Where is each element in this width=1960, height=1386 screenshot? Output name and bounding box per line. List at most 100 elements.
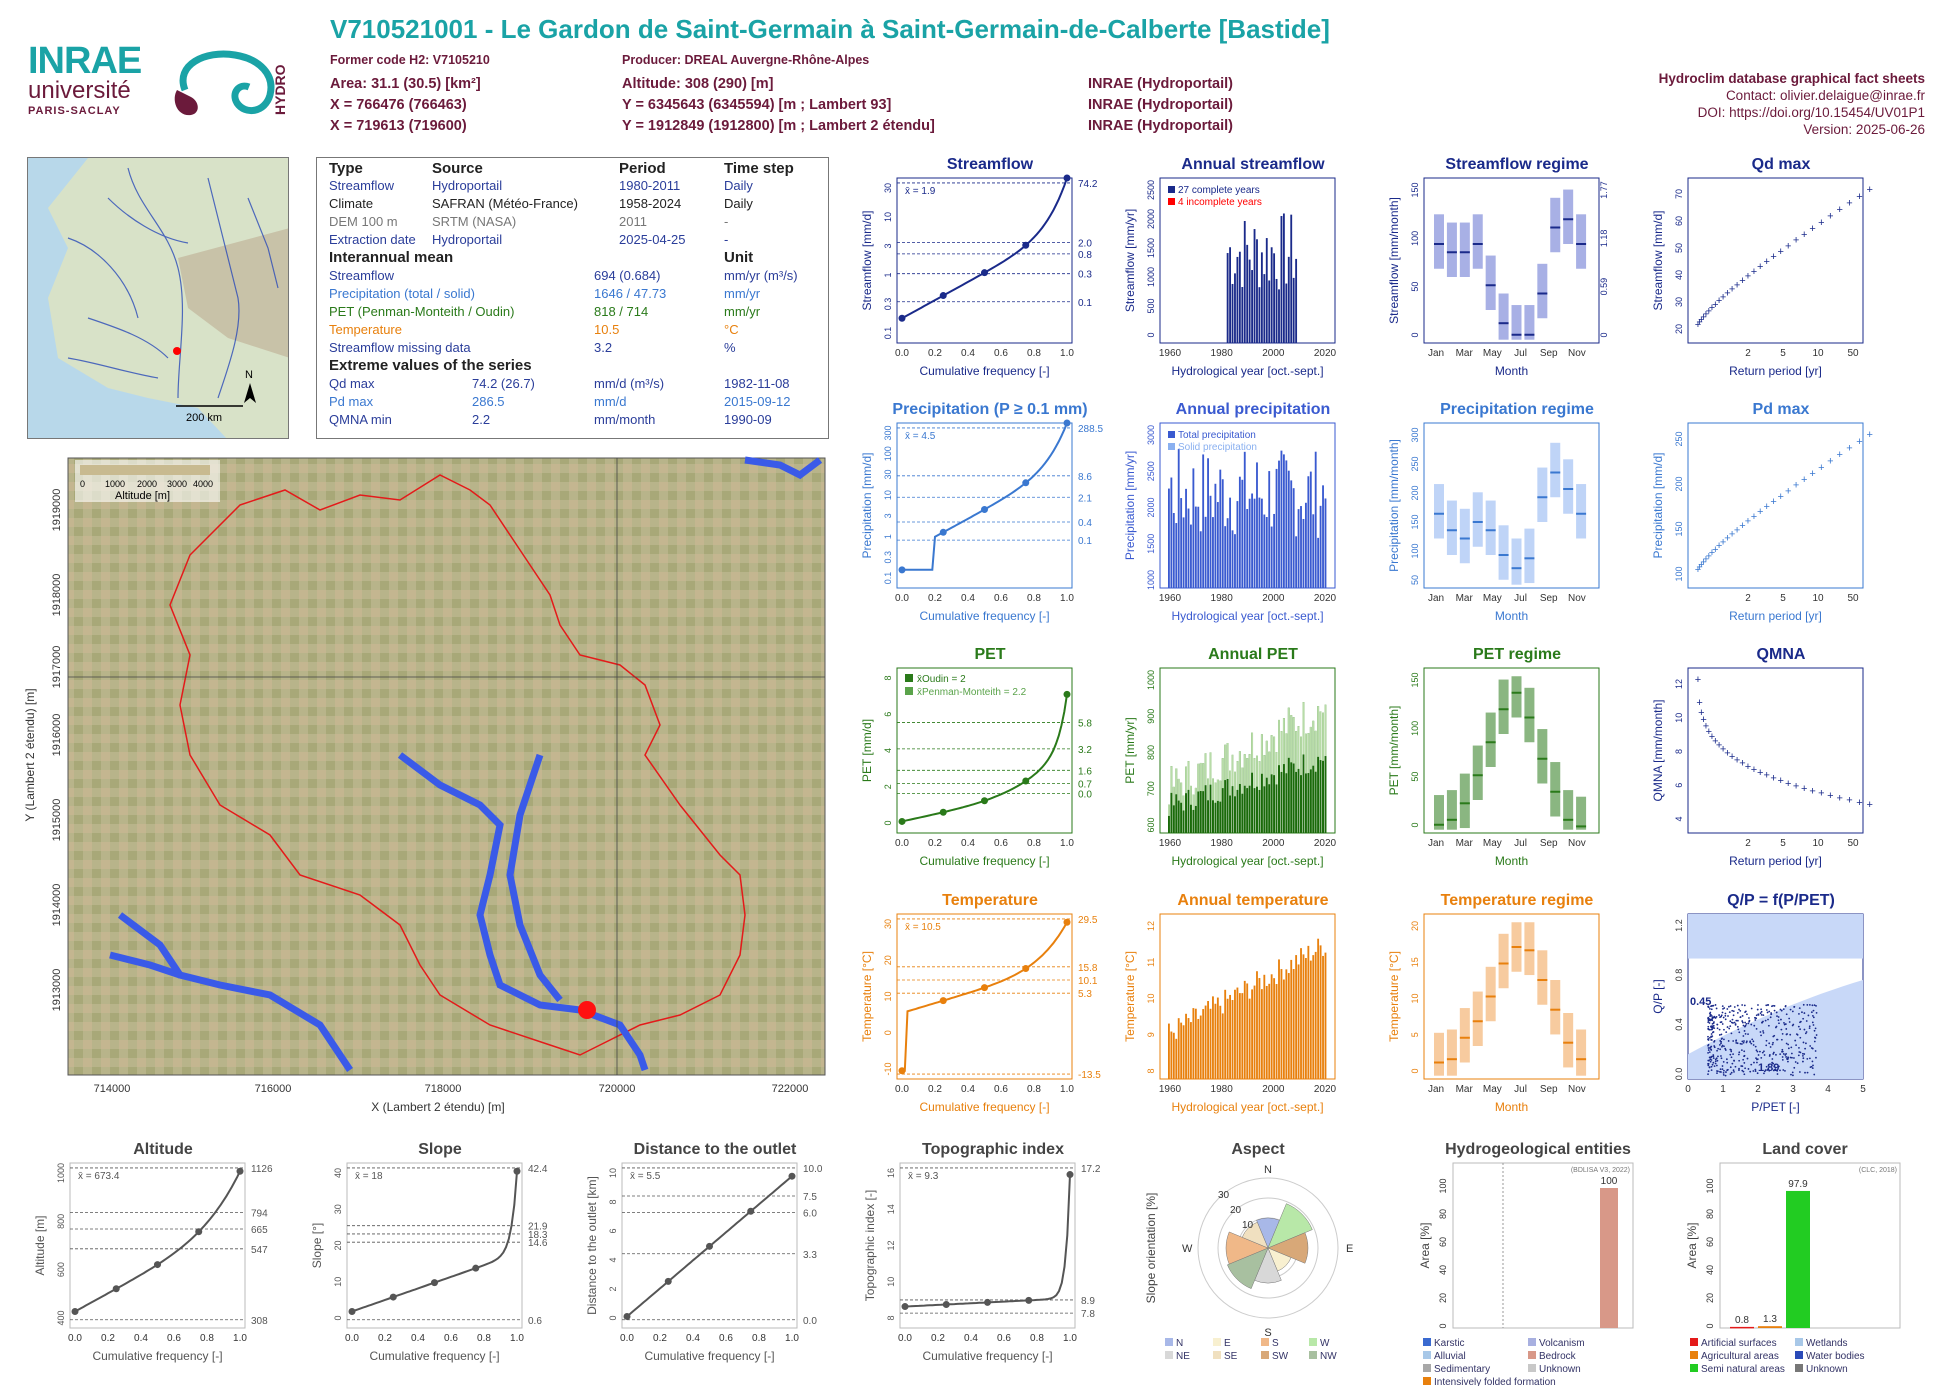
scatter-point bbox=[1711, 1035, 1714, 1038]
y-tick: 30 bbox=[883, 469, 893, 479]
chart-title: Temperature regime bbox=[1441, 892, 1594, 909]
regime-box bbox=[1498, 679, 1509, 734]
y-tick: 10 bbox=[608, 1168, 618, 1178]
annual-bar bbox=[1278, 460, 1280, 588]
y-axis-label: Streamflow [mm/yr] bbox=[1123, 209, 1137, 312]
annual-bar bbox=[1280, 731, 1283, 772]
scatter-point bbox=[1746, 1013, 1748, 1016]
annual-bar bbox=[1226, 779, 1229, 833]
plus-marker: + bbox=[1818, 462, 1824, 474]
x-tick: 50 bbox=[1847, 348, 1859, 359]
y-tick: 6 bbox=[883, 712, 893, 717]
scatter-point bbox=[1713, 1040, 1715, 1043]
scatter-point bbox=[1713, 1016, 1716, 1019]
scatter-point bbox=[1760, 1008, 1763, 1011]
legend-swatch bbox=[1795, 1364, 1803, 1372]
legend-label: Total precipitation bbox=[1178, 430, 1256, 441]
annual-bar bbox=[1170, 477, 1173, 588]
scatter-point bbox=[1802, 1041, 1805, 1044]
annual-bar bbox=[1258, 978, 1261, 1079]
scatter-point bbox=[1750, 1023, 1753, 1026]
y-tick: 30 bbox=[883, 183, 893, 193]
scatter-point bbox=[1765, 1065, 1768, 1068]
plus-marker: + bbox=[1837, 449, 1843, 461]
annual-bar bbox=[1224, 780, 1227, 833]
quantile-point bbox=[984, 1298, 991, 1306]
legend-label: Semi natural areas bbox=[1701, 1364, 1785, 1375]
scatter-point bbox=[1736, 1019, 1739, 1022]
x-tick: 5 bbox=[1780, 593, 1786, 604]
annual-bar bbox=[1287, 757, 1290, 833]
chart-14: Annual temperature 1960 1980 2000 2020 Hydrol… bbox=[1123, 892, 1337, 1114]
legend-swatch bbox=[1261, 1351, 1269, 1359]
scatter-point bbox=[1735, 1019, 1738, 1022]
chart-title: Streamflow regime bbox=[1445, 156, 1588, 173]
annual-bar bbox=[1243, 220, 1246, 343]
annual-bar bbox=[1190, 524, 1192, 588]
scatter-point bbox=[1731, 1018, 1734, 1021]
scatter-point bbox=[1718, 1034, 1721, 1036]
annual-bar bbox=[1197, 506, 1200, 588]
scatter-point bbox=[1759, 1031, 1762, 1033]
scatter-point bbox=[1811, 1014, 1814, 1017]
x-tick: Sep bbox=[1540, 1084, 1558, 1095]
mean-label: x̄ = 9.3 bbox=[908, 1171, 939, 1182]
svg-text:1000: 1000 bbox=[105, 479, 125, 489]
annual-bar bbox=[1251, 493, 1254, 588]
x-tick: 0.4 bbox=[961, 838, 975, 849]
regime-box bbox=[1537, 729, 1548, 784]
page-title: V710521001 - Le Gardon de Saint-Germain … bbox=[330, 14, 1330, 44]
annual-bar bbox=[1185, 766, 1187, 794]
x-tick: 4 bbox=[1825, 1084, 1831, 1095]
plus-marker: + bbox=[1720, 537, 1726, 549]
annual-bar bbox=[1248, 785, 1251, 833]
frequency-curve bbox=[901, 177, 1068, 320]
scatter-point bbox=[1743, 1054, 1746, 1057]
y-tick: 4 bbox=[608, 1257, 618, 1262]
scatter-point bbox=[1710, 1038, 1712, 1041]
scatter-point bbox=[1769, 1046, 1772, 1048]
scatter-point bbox=[1751, 1038, 1754, 1041]
x-tick: 5 bbox=[1780, 348, 1786, 359]
x-tick: Jul bbox=[1514, 838, 1527, 849]
plus-marker: + bbox=[1751, 511, 1757, 523]
scatter-point bbox=[1719, 1021, 1722, 1024]
annual-bar bbox=[1194, 1008, 1197, 1079]
plus-marker: + bbox=[1856, 797, 1862, 809]
annual-bar bbox=[1168, 1023, 1170, 1079]
scatter-point bbox=[1792, 1023, 1795, 1026]
annual-bar bbox=[1260, 498, 1263, 588]
area: Area: 31.1 (30.5) [km²] bbox=[330, 76, 481, 92]
regime-box bbox=[1498, 933, 1509, 989]
legend-label: Bedrock bbox=[1539, 1351, 1577, 1362]
annual-bar bbox=[1212, 778, 1214, 801]
scatter-point bbox=[1729, 1020, 1732, 1023]
annual-bar bbox=[1280, 969, 1283, 1079]
scatter-point bbox=[1791, 1010, 1794, 1013]
annual-bar bbox=[1226, 253, 1229, 343]
scatter-point bbox=[1811, 1004, 1814, 1007]
scatter-point bbox=[1772, 1041, 1774, 1044]
scatter-point bbox=[1709, 1060, 1712, 1063]
plus-marker: + bbox=[1827, 790, 1833, 802]
annual-bar bbox=[1260, 734, 1263, 774]
scatter-point bbox=[1732, 1053, 1734, 1056]
annual-bar bbox=[1180, 1022, 1183, 1079]
annual-bar bbox=[1202, 454, 1205, 588]
scatter-point bbox=[1711, 1022, 1714, 1025]
x-axis-label: Cumulative frequency [-] bbox=[919, 854, 1049, 868]
scatter-point bbox=[1799, 1021, 1801, 1024]
scatter-point bbox=[1763, 1070, 1766, 1073]
annual-bar bbox=[1280, 450, 1283, 588]
aspect-wedge bbox=[1267, 1203, 1313, 1249]
ring-label: 10 bbox=[1242, 1220, 1254, 1231]
x-tick: Jul bbox=[1514, 348, 1527, 359]
scatter-point bbox=[1731, 1009, 1734, 1012]
doi-link[interactable]: DOI: https://doi.org/10.15454/UV01P1 bbox=[1697, 105, 1925, 120]
source-label: (BDLISA V3, 2022) bbox=[1571, 1167, 1630, 1174]
annual-bar bbox=[1246, 788, 1249, 833]
annual-bar bbox=[1212, 517, 1214, 588]
scatter-point bbox=[1771, 1061, 1774, 1064]
x-tick: Jan bbox=[1428, 1084, 1444, 1095]
contact[interactable]: Contact: olivier.delaigue@inrae.fr bbox=[1725, 88, 1925, 103]
